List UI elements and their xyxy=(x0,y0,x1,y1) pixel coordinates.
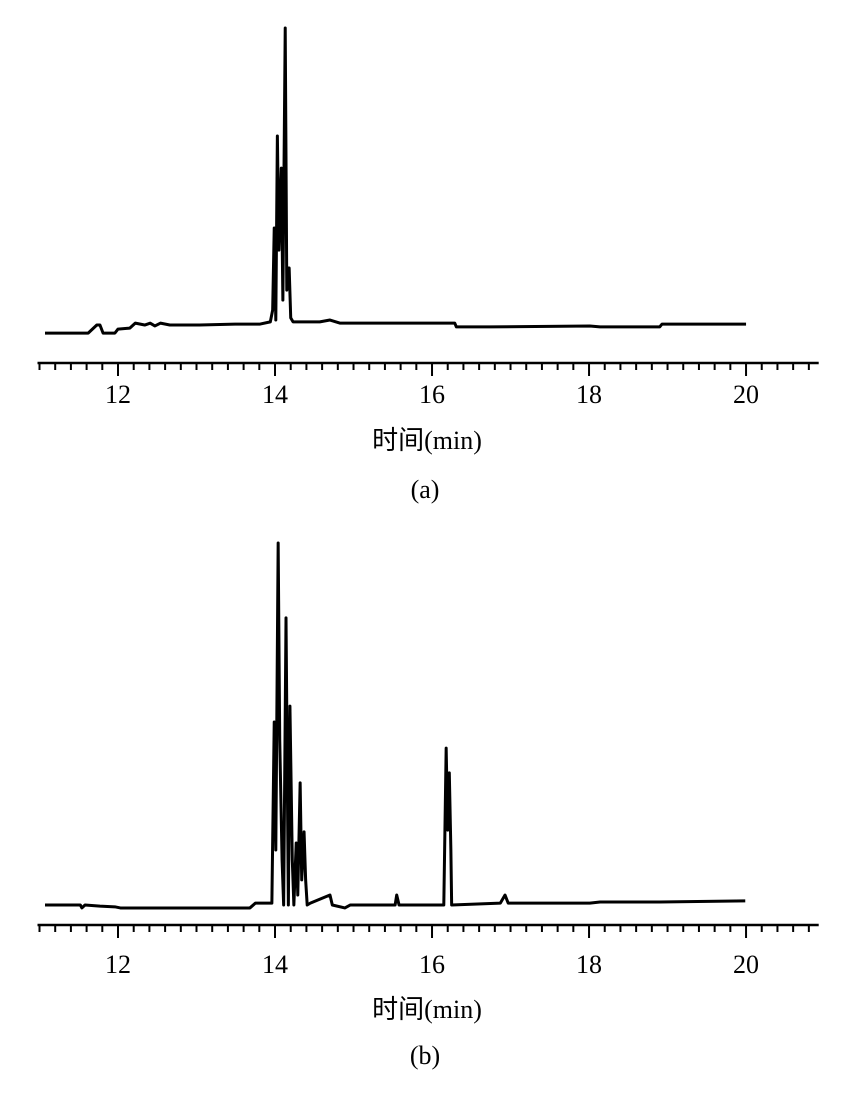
x-tick-label: 16 xyxy=(419,380,445,409)
x-tick-label: 18 xyxy=(576,950,602,979)
x-tick-label: 18 xyxy=(576,380,602,409)
x-tick-label: 20 xyxy=(733,380,759,409)
chromatogram-line xyxy=(45,26,747,335)
x-tick-label: 16 xyxy=(419,950,445,979)
x-tick-label: 12 xyxy=(105,380,131,409)
x-tick-label: 14 xyxy=(262,380,288,409)
x-axis-label: 时间(min) xyxy=(372,426,482,455)
x-axis-label: 时间(min) xyxy=(372,995,482,1024)
x-tick-label: 14 xyxy=(262,950,288,979)
x-tick-label: 12 xyxy=(105,950,131,979)
chromatogram-line xyxy=(45,541,746,910)
caption: (b) xyxy=(410,1041,440,1070)
x-tick-label: 20 xyxy=(733,950,759,979)
caption: (a) xyxy=(411,475,440,504)
